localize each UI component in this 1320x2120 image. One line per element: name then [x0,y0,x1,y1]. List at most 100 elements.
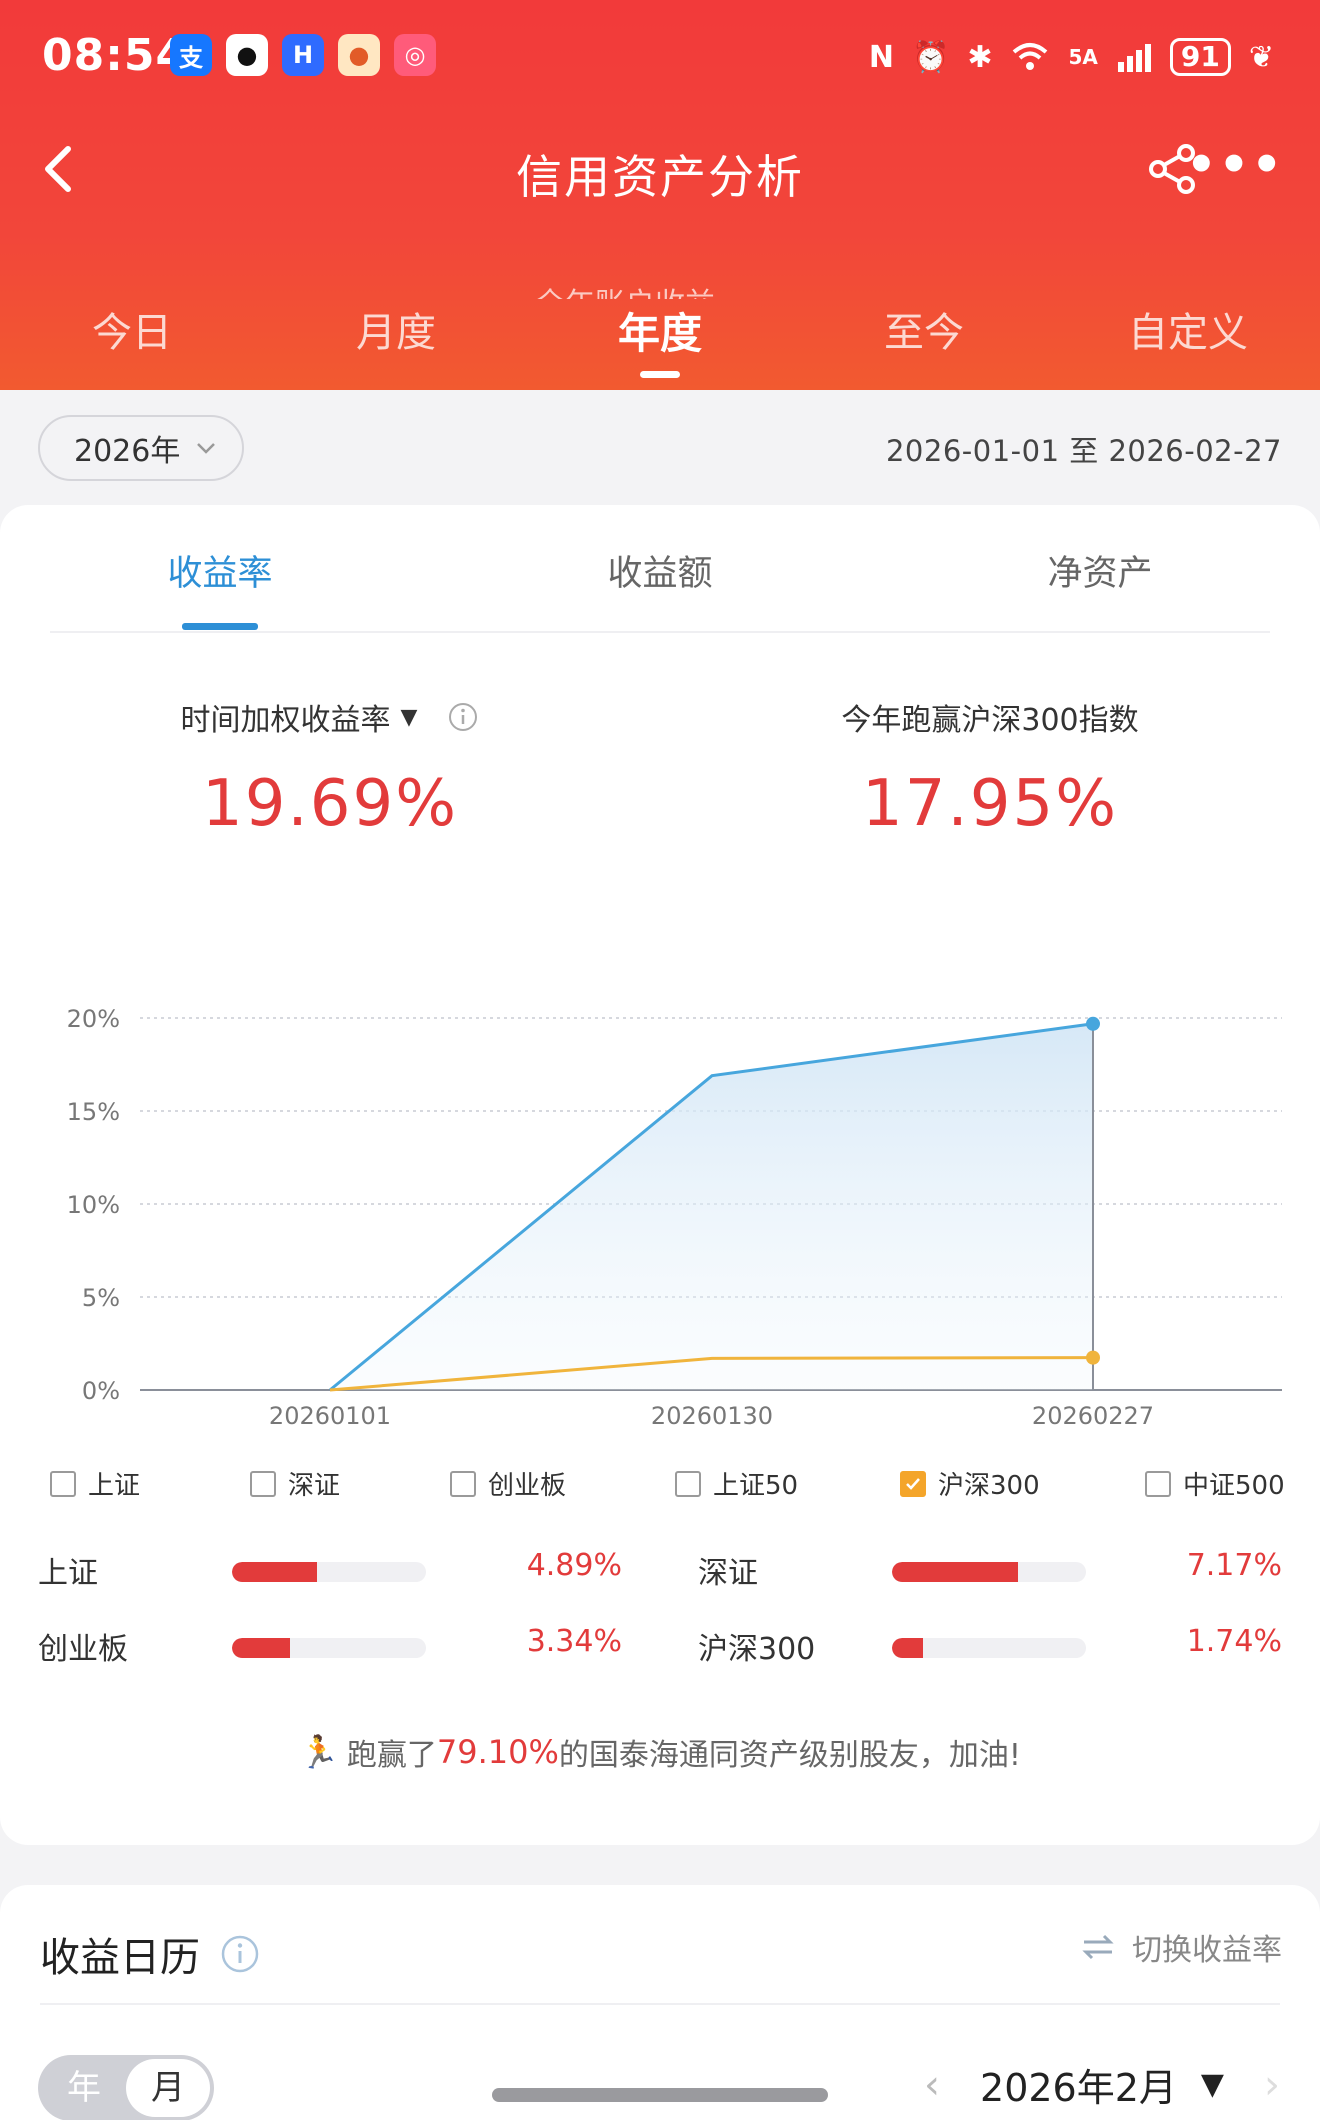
divider [40,2003,1280,2005]
index-name: 沪深300 [698,1632,816,1667]
y-tick-label: 15% [67,1098,120,1126]
tab-net-assets[interactable]: 净资产 [1047,554,1153,594]
active-metric-indicator [182,623,258,630]
network-label: 5A [1068,45,1098,69]
series-point [1086,1016,1100,1031]
kpi-left-label: 时间加权收益率 [180,703,391,738]
metric-tabs: 收益率 收益额 净资产 [0,505,1320,630]
index-stat-row: 上证 4.89% [38,1548,622,1598]
navbar: 信用资产分析 ••• [0,125,1320,215]
more-menu-icon[interactable]: ••• [1185,137,1284,193]
y-tick-label: 5% [82,1284,120,1312]
index-stat-row: 创业板 3.34% [38,1624,622,1674]
series-point [1086,1350,1100,1365]
calendar-title-row: 收益日历 [40,1925,260,1983]
kpi-right-value: 17.95% [861,767,1119,841]
legend-checkbox[interactable]: 创业板 [450,1465,566,1502]
info-icon[interactable] [220,1934,260,1974]
index-stat-row: 深证 7.17% [698,1548,1282,1598]
month-navigator: ‹ 2026年2月 ▼ › [924,2057,1280,2112]
next-month-icon[interactable]: › [1264,2061,1280,2108]
index-legend: 上证 深证 创业板 上证50 沪深300 中证500 [0,1465,1320,1525]
year-selector-label: 2026年 [74,434,181,469]
period-tabs: 今日 月度 年度 至今 自定义 [0,300,1320,390]
beat-prefix: 跑赢了 [346,1738,437,1773]
tab-year[interactable]: 年度 [528,300,792,390]
index-bar-fill [232,1638,291,1658]
running-man-icon: 🏃 [299,1733,339,1771]
checkbox-checked-icon [900,1470,926,1497]
checkbox-icon [1145,1470,1171,1497]
legend-label: 中证500 [1183,1471,1285,1501]
legend-label: 上证 [88,1471,141,1501]
page-title: 信用资产分析 [516,150,804,204]
legend-checkbox[interactable]: 深证 [250,1465,340,1502]
index-bar-fill [232,1562,318,1582]
tab-return-amount[interactable]: 收益额 [607,554,713,594]
index-value: 1.74% [1186,1624,1282,1659]
toggle-month[interactable]: 月 [126,2059,210,2117]
legend-checkbox[interactable]: 上证 [50,1465,140,1502]
y-tick-label: 20% [67,1005,120,1033]
checkbox-icon [450,1470,476,1497]
qq-icon: ● [226,34,268,76]
status-bar: 08:54 支 ● H ● ◎ N ⏰ ✱ 5A [0,0,1320,115]
month-dropdown-icon[interactable]: ▼ [1200,2067,1224,2102]
kpi-left-value: 19.69% [201,767,459,841]
notification-app-icons: 支 ● H ● ◎ [170,34,436,76]
x-tick-label: 20260130 [651,1402,773,1430]
checkbox-icon [250,1470,276,1497]
prev-month-icon[interactable]: ‹ [924,2061,941,2108]
legend-checkbox[interactable]: 中证500 [1145,1465,1285,1502]
battery-indicator: 91 [1169,38,1231,76]
month-label[interactable]: 2026年2月 [980,2066,1177,2110]
dog-app-icon: ● [338,34,380,76]
index-name: 创业板 [38,1632,128,1667]
y-tick-label: 0% [82,1377,120,1405]
legend-label: 创业板 [488,1471,567,1501]
index-stat-row: 沪深300 1.74% [698,1624,1282,1674]
active-tab-indicator [640,371,680,378]
index-bar-fill [892,1638,924,1658]
switch-return-rate-button[interactable]: 切换收益率 [1080,1925,1282,1969]
index-bar-fill [892,1562,1019,1582]
date-range: 2026-01-01 至 2026-02-27 [885,434,1282,468]
swap-arrows-icon [1082,1934,1114,1960]
toggle-year[interactable]: 年 [67,2068,101,2108]
beat-peers-message: 🏃 跑赢了 79.10% 的国泰海通同资产级别股友，加油! [0,1730,1320,1774]
share-icon[interactable] [1144,141,1200,197]
index-name: 深证 [698,1556,758,1591]
tab-month[interactable]: 月度 [356,310,436,356]
returns-card: 收益率 收益额 净资产 时间加权收益率 ▼ 19.69% 今年跑赢沪深300指数… [0,505,1320,1845]
nfc-icon: N [868,39,894,75]
index-value: 3.34% [526,1624,622,1659]
year-selector[interactable]: 2026年 [38,415,244,481]
index-bar [232,1638,426,1658]
index-bar [892,1562,1086,1582]
kpi-right-label: 今年跑赢沪深300指数 [841,703,1139,738]
back-arrow-icon[interactable] [30,139,90,199]
status-indicators: N ⏰ ✱ 5A 91 ❦ [869,38,1274,76]
tab-today[interactable]: 今日 [92,310,172,356]
info-icon[interactable] [447,701,479,733]
divider [50,631,1270,633]
return-chart: 20% 15% 10% 5% 0% 20260101 20260130 20260227 [0,875,1320,1605]
home-indicator[interactable] [492,2088,828,2102]
tab-custom[interactable]: 自定义 [1128,310,1248,356]
tab-return-rate[interactable]: 收益率 [0,505,440,630]
x-tick-label: 20260227 [1032,1402,1154,1430]
legend-checkbox[interactable]: 上证50 [675,1465,798,1502]
alipay-icon: 支 [170,34,212,76]
checkbox-icon [675,1470,701,1497]
return-type-dropdown[interactable]: 时间加权收益率 ▼ [120,695,540,739]
tab-to-date[interactable]: 至今 [884,310,964,356]
legend-label: 上证50 [713,1471,799,1501]
status-time: 08:54 [42,30,188,81]
legend-checkbox[interactable]: 沪深300 [900,1465,1040,1502]
signal-icon [1117,44,1151,72]
index-bar [892,1638,1086,1658]
year-month-toggle[interactable]: 年 月 [38,2055,214,2120]
y-tick-label: 10% [67,1191,120,1219]
mall-app-icon: ◎ [394,34,436,76]
returns-calendar-card: 收益日历 切换收益率 年 月 ‹ 2026年2月 ▼ › [0,1885,1320,2120]
